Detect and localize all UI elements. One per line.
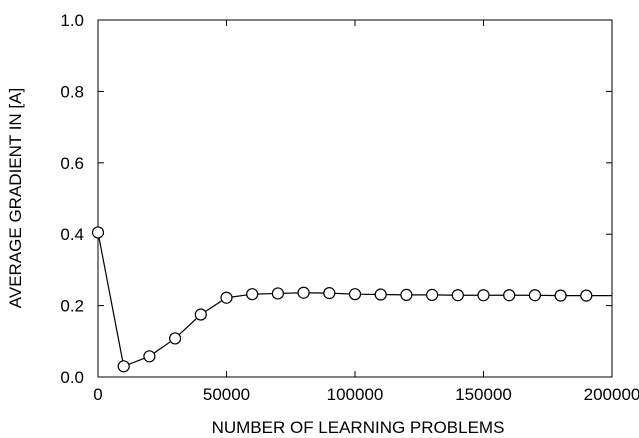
y-tick-label: 0.4 (60, 225, 84, 244)
x-tick-label: 150000 (455, 385, 512, 404)
data-point (400, 288, 413, 301)
plot-border (97, 19, 613, 378)
y-tick-label: 0.6 (60, 154, 84, 173)
data-point (246, 288, 259, 301)
y-tick-label: 0.2 (60, 297, 84, 316)
axis-ticks: 0 50000 100000 150000 200000 0.0 0.2 0.4 0.6 0.8 1… (60, 11, 639, 404)
data-point (348, 288, 362, 301)
series-layer (91, 226, 612, 373)
data-point (503, 289, 516, 302)
data-point (194, 308, 207, 321)
data-point (271, 287, 284, 300)
x-axis-label: NUMBER OF LEARNING PROBLEMS (212, 418, 505, 437)
x-tick-label: 50000 (203, 385, 250, 404)
x-tick-label: 100000 (327, 385, 384, 404)
x-tick-label: 200000 (584, 385, 639, 404)
y-tick-label: 0.8 (60, 82, 84, 101)
data-point (169, 332, 182, 345)
data-point (297, 286, 310, 299)
data-point (117, 360, 130, 373)
data-point (477, 289, 490, 302)
data-point (220, 291, 233, 304)
data-point (374, 288, 387, 301)
data-point (143, 350, 156, 363)
data-point (528, 289, 542, 302)
plot-frame (97, 19, 613, 378)
y-tick-label: 0.0 (60, 368, 84, 387)
data-point (554, 289, 567, 302)
data-point (580, 289, 593, 302)
data-point (323, 287, 336, 300)
data-point (91, 226, 105, 239)
y-tick-label: 1.0 (60, 11, 84, 30)
y-axis-label: AVERAGE GRADIENT IN [A] (6, 88, 25, 308)
data-point (451, 289, 464, 302)
data-point (426, 288, 439, 301)
x-tick-label: 0 (93, 385, 102, 404)
